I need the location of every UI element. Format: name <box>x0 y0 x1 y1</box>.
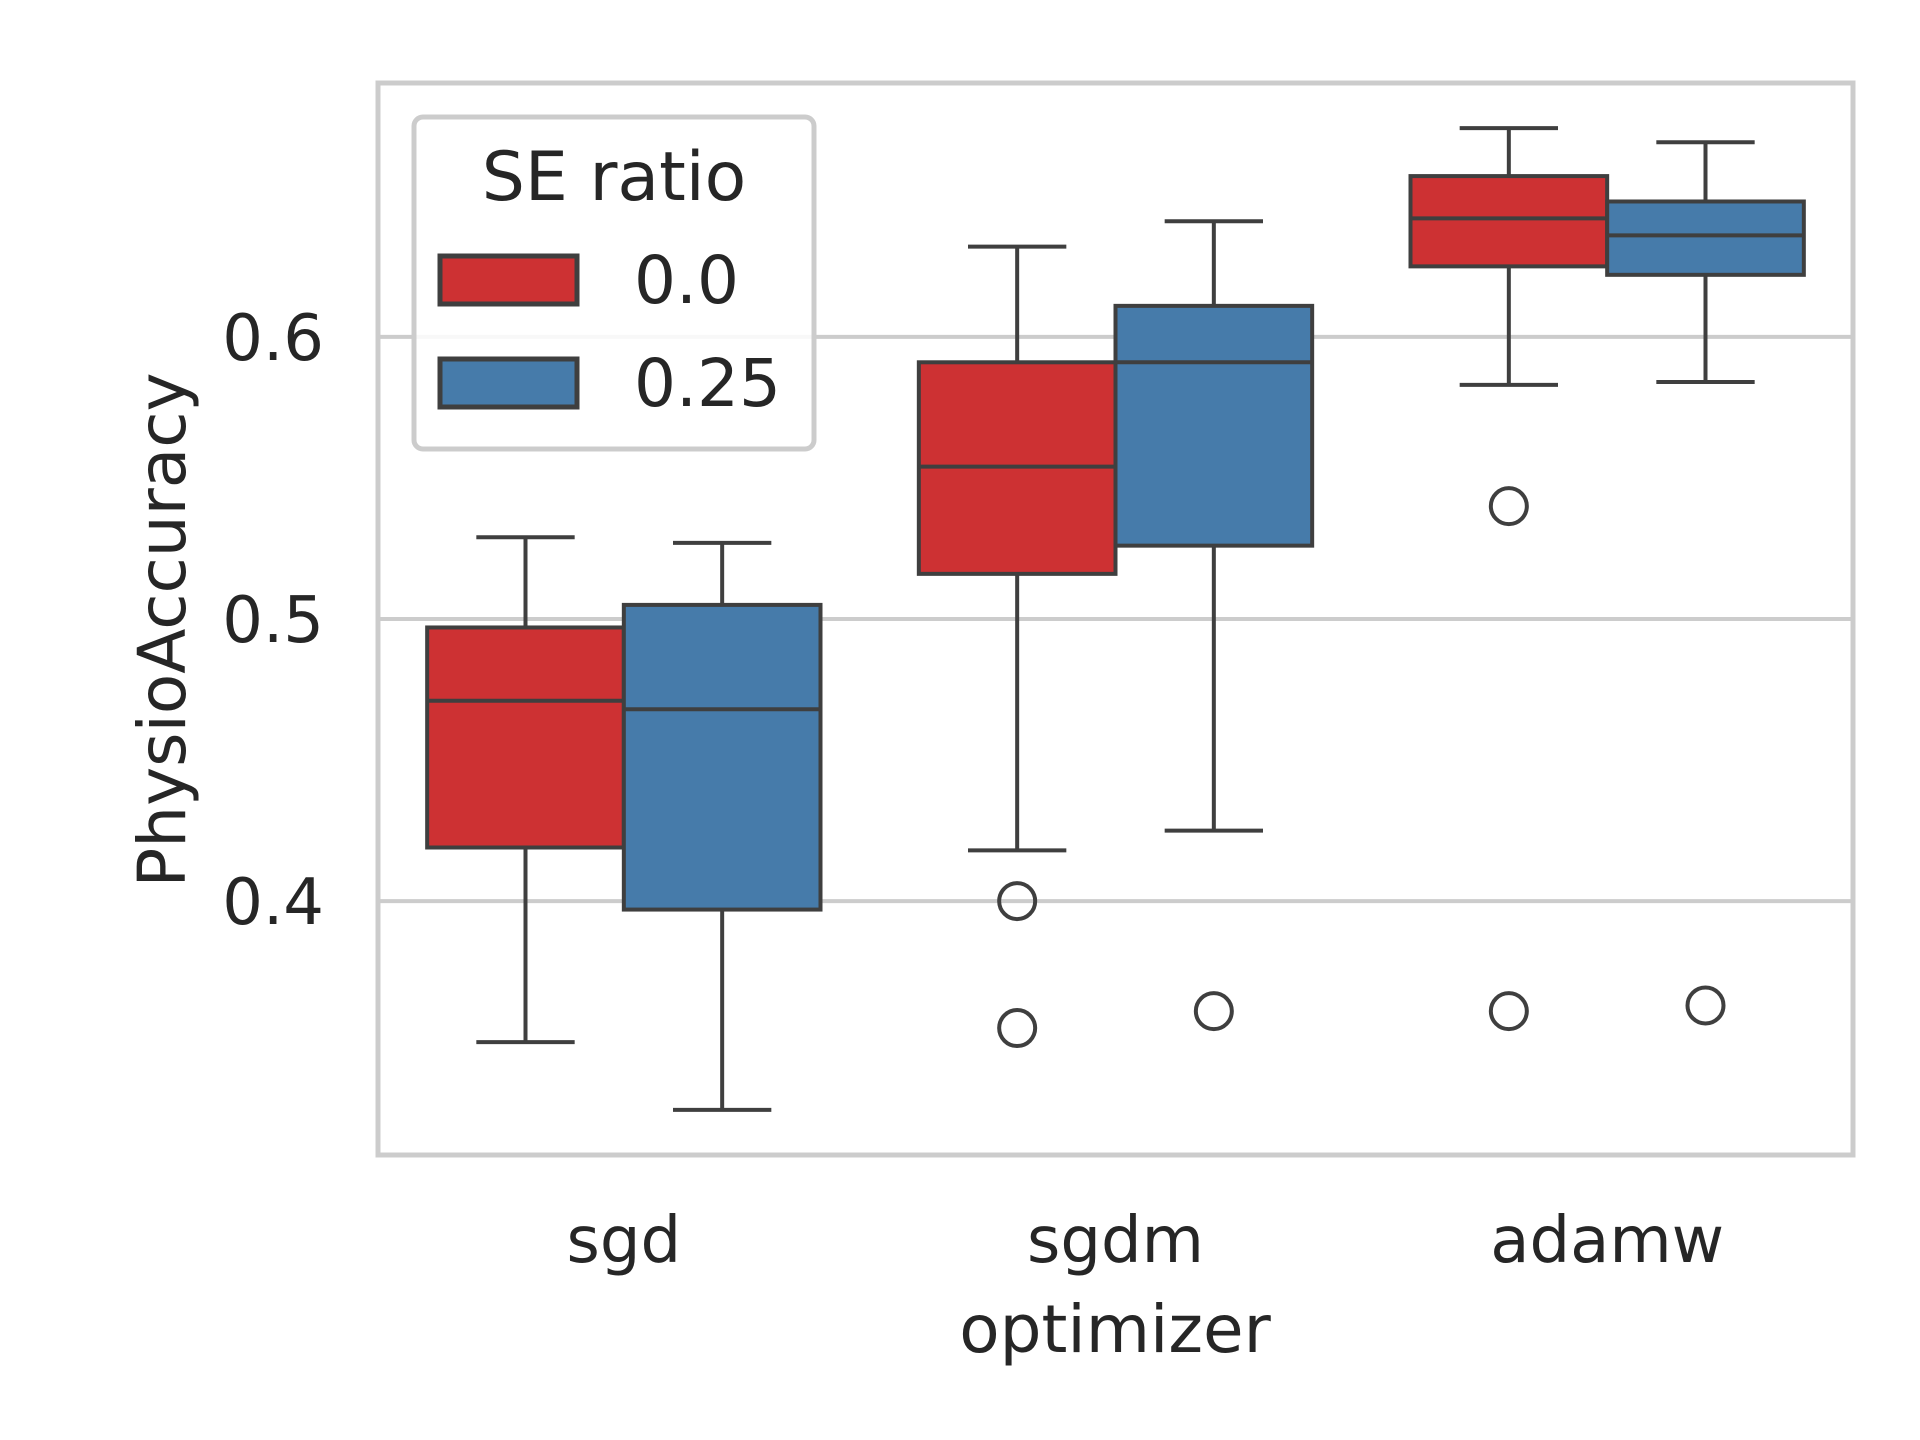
outlier-point <box>1488 486 1529 527</box>
box-body <box>1408 174 1610 269</box>
y-tick-label: 0.4 <box>222 866 324 940</box>
legend-label-0-25: 0.25 <box>634 345 781 422</box>
x-tick-label: sgd <box>567 1204 682 1278</box>
y-tick-labels: 0.4 0.5 0.6 <box>222 302 324 940</box>
outlier-point <box>1488 991 1529 1032</box>
box-body <box>1113 303 1315 548</box>
legend-swatch-0-0 <box>437 253 580 307</box>
plot-frame <box>375 80 1856 1158</box>
legend-title: SE ratio <box>482 138 747 217</box>
outlier-point <box>1685 985 1726 1026</box>
outlier-point <box>1193 991 1234 1032</box>
x-tick-label: adamw <box>1490 1204 1724 1278</box>
outlier-point <box>997 881 1038 922</box>
y-tick-label: 0.6 <box>222 302 324 376</box>
legend-swatch-0-25 <box>437 356 580 410</box>
legend-label-0-0: 0.0 <box>634 242 739 319</box>
outlier-point <box>997 1008 1038 1049</box>
box-sgd-se-0.25 <box>621 540 823 1112</box>
x-tick-label: sgdm <box>1027 1204 1204 1278</box>
box-adamw-se-0.0 <box>1408 126 1610 1032</box>
box-adamw-se-0.25 <box>1605 140 1806 1026</box>
x-axis-title: optimizer <box>959 1291 1271 1368</box>
y-tick-label: 0.5 <box>222 584 324 658</box>
legend: SE ratio 0.0 0.25 <box>411 114 817 452</box>
x-tick-labels: sgd sgdm adamw <box>567 1204 1725 1278</box>
box-body <box>1605 199 1806 277</box>
box-body <box>621 602 823 912</box>
box-sgdm-se-0.25 <box>1113 219 1315 1032</box>
y-axis-title: PhysioAccuracy <box>124 372 201 887</box>
box-body <box>425 625 626 850</box>
box-series-layer <box>425 126 1806 1112</box>
